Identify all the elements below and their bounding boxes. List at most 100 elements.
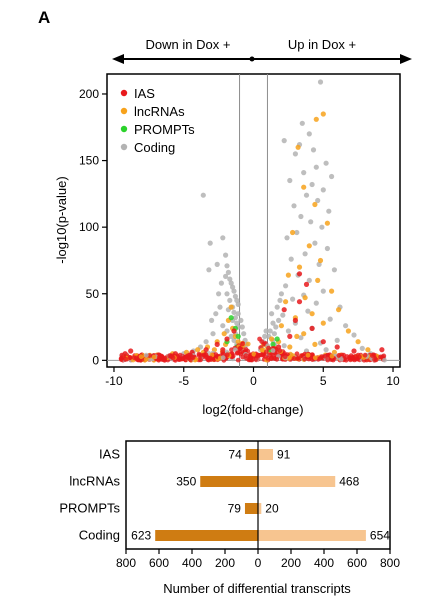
data-point [196, 353, 202, 358]
data-point [324, 220, 330, 226]
data-point [224, 263, 230, 269]
baseline-cloud [118, 336, 387, 363]
data-point [315, 197, 321, 204]
y-tick-label: 0 [92, 353, 99, 367]
data-point [343, 323, 349, 329]
bar [258, 449, 274, 460]
bar-value-label: 623 [131, 529, 151, 543]
data-point [305, 308, 311, 314]
data-point [203, 339, 209, 345]
bar [258, 476, 336, 487]
data-point [238, 317, 244, 323]
data-point [240, 354, 246, 360]
data-point [334, 337, 340, 343]
data-point [327, 316, 333, 322]
data-point [247, 352, 253, 358]
data-point [177, 356, 183, 362]
data-point [265, 356, 271, 361]
data-point [343, 357, 349, 363]
data-point [143, 356, 149, 362]
data-point [312, 201, 318, 208]
data-point [312, 240, 318, 246]
bar [245, 449, 258, 460]
data-point [269, 336, 275, 342]
data-point [331, 349, 337, 355]
data-point [188, 357, 193, 363]
data-point [235, 301, 241, 307]
bar-x-tick-label: 600 [149, 556, 169, 570]
data-point [235, 339, 241, 345]
data-point [237, 349, 243, 355]
data-point [322, 353, 328, 359]
legend-label: IAS [134, 86, 155, 101]
data-point [320, 111, 326, 117]
data-point [241, 331, 247, 337]
data-point [290, 229, 296, 236]
data-point [317, 79, 324, 85]
data-point [231, 337, 237, 343]
volcano-plot: Down in Dox + Up in Dox + -10 -5 0 5 1005010… [54, 37, 412, 417]
data-point [302, 356, 308, 362]
data-point [315, 277, 321, 283]
data-point [325, 357, 331, 363]
data-point [345, 328, 351, 334]
data-point [224, 291, 230, 297]
data-point [324, 245, 330, 252]
bar-x-tick-label: 400 [182, 556, 202, 570]
data-point [232, 293, 238, 299]
data-point [303, 192, 310, 198]
bar-x-tick-label: 200 [281, 556, 301, 570]
data-point [379, 347, 385, 353]
legend-marker [120, 89, 128, 97]
data-point [128, 348, 134, 354]
data-point [278, 323, 284, 329]
data-point [309, 311, 315, 317]
data-point [138, 354, 144, 360]
data-point [274, 356, 280, 362]
data-point [320, 187, 326, 193]
data-point [216, 291, 222, 297]
data-point [203, 352, 209, 358]
data-point [302, 295, 308, 301]
data-point [220, 351, 226, 357]
data-point [270, 348, 276, 353]
bar-x-tick-label: 400 [314, 556, 334, 570]
legend-label: lncRNAs [134, 104, 185, 119]
data-point [127, 355, 133, 361]
data-point [231, 309, 237, 315]
data-point [284, 235, 290, 241]
y-tick-label: 100 [79, 220, 99, 234]
data-point [282, 354, 288, 360]
data-point [287, 177, 293, 184]
data-point [306, 356, 312, 362]
x-axis-label: log2(fold-change) [202, 402, 303, 417]
data-point [245, 341, 251, 347]
data-point [319, 224, 325, 230]
data-point [344, 354, 350, 359]
data-point [351, 332, 357, 338]
bar [200, 476, 258, 487]
y-tick-label: 150 [79, 154, 99, 168]
data-point [287, 344, 293, 350]
data-point [262, 333, 268, 339]
data-point [320, 320, 326, 326]
data-point [220, 355, 226, 361]
data-point [372, 357, 377, 362]
data-point [281, 307, 287, 313]
data-point [296, 264, 303, 270]
data-point [313, 116, 319, 122]
data-points [118, 79, 387, 363]
bar-x-tick-label: 600 [347, 556, 367, 570]
data-point [214, 261, 220, 267]
data-point [220, 323, 226, 329]
data-point [281, 138, 287, 144]
data-point [323, 347, 329, 353]
data-point [277, 348, 283, 354]
x-tick-label: -5 [178, 374, 189, 388]
data-point [217, 304, 223, 310]
category-label: Coding [79, 528, 120, 543]
data-point [224, 336, 230, 342]
y-tick-label: 200 [79, 87, 99, 101]
bar-value-label: 79 [228, 502, 242, 516]
